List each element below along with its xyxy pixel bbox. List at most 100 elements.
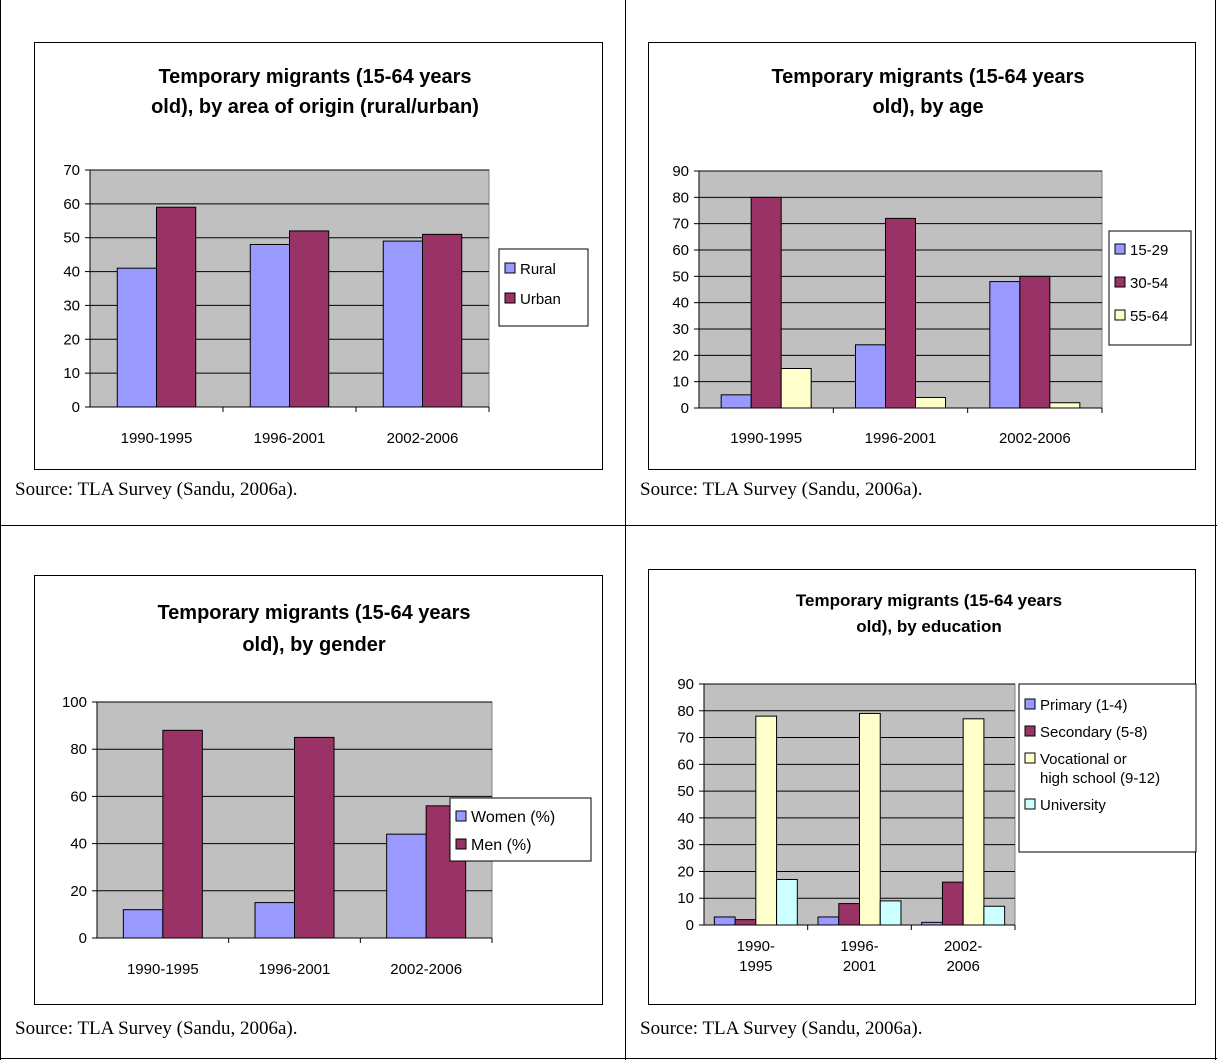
x-tick-label: 1990-1995 [127,961,199,978]
bar [859,712,881,926]
y-tick-label: 40 [63,264,80,281]
chart-frame-age: Temporary migrants (15-64 years old), by … [648,42,1196,470]
bar [776,878,798,926]
y-tick-label: 30 [63,297,80,314]
legend-label-line: Men (%) [471,837,531,854]
x-tick-label: 1990-1995 [737,938,775,975]
legend-label: Men (%) [471,837,531,854]
legend-label-line: Secondary (5-8) [1040,724,1148,741]
bar [162,729,203,939]
y-tick-label: 10 [63,365,80,382]
legend-label-line: high school (9-12) [1040,770,1160,787]
bar [854,344,886,409]
bar [962,718,985,926]
x-tick-label-line: 1996-2001 [254,430,326,447]
x-tick-label-line: 1990-1995 [121,430,193,447]
x-tick-label: 1996-2001 [865,430,937,447]
chart-title-line: old), by gender [242,634,386,656]
chart-svg: Temporary migrants (15-64 years old), by … [62,602,592,978]
legend-box [449,797,592,862]
y-tick-label: 40 [70,836,87,853]
table-border-left [0,0,1,1060]
legend-label-line: 30-54 [1130,275,1168,292]
legend-label: 15-29 [1130,242,1168,259]
x-tick-label: 2002-2006 [387,430,459,447]
bar [720,394,752,409]
chart-svg: Temporary migrants (15-64 years old), by … [677,591,1197,975]
x-tick-label: 1990-1995 [730,430,802,447]
chart-title-line: old), by education [856,617,1001,636]
y-tick-label: 70 [672,216,689,233]
legend-swatch [1114,309,1126,321]
bar [780,368,812,409]
legend-label: Primary (1-4) [1040,697,1128,714]
bar [750,196,782,409]
bar [386,833,427,939]
x-tick-label: 1990-1995 [121,430,193,447]
x-tick-label: 1996-2001 [254,430,326,447]
bar [915,396,947,409]
x-tick-label-line: 1996-2001 [865,430,937,447]
legend-swatch [455,838,467,850]
y-tick-label: 80 [677,703,694,720]
x-tick-label: 2002-2006 [944,938,982,975]
y-tick-label: 90 [677,676,694,693]
bar [713,916,736,926]
y-tick-label: 0 [79,930,87,947]
legend-swatch [504,292,516,304]
y-tick-label: 0 [686,917,694,934]
legend-label-line: Urban [520,291,561,308]
y-tick-label: 60 [63,196,80,213]
bar [122,909,164,939]
x-tick-label: 2002-2006 [390,961,462,978]
y-tick-label: 10 [672,374,689,391]
legend-box [1018,683,1197,853]
source-note: Source: TLA Survey (Sandu, 2006a). [640,479,923,500]
bar [382,240,424,408]
table-border-right [1215,0,1216,1060]
chart-title-line: old), by age [872,96,983,118]
source-note: Source: TLA Survey (Sandu, 2006a). [15,1018,298,1039]
y-tick-label: 0 [72,399,80,416]
legend-swatch [1024,698,1036,710]
legend-label: University [1040,797,1106,814]
y-tick-label: 60 [677,756,694,773]
x-tick-label-line: 2006 [946,958,979,975]
legend-swatch [1114,243,1126,255]
y-tick-label: 20 [70,883,87,900]
chart-title-line: Temporary migrants (15-64 years [158,66,471,88]
bar [838,903,860,926]
y-tick-label: 60 [672,242,689,259]
y-tick-label: 70 [63,162,80,179]
chart-title-line: Temporary migrants (15-64 years [771,66,1084,88]
x-tick-label-line: 1996-2001 [259,961,331,978]
chart-svg: Temporary migrants (15-64 years old), by … [672,66,1192,447]
y-tick-label: 50 [63,230,80,247]
x-tick-label: 2002-2006 [999,430,1071,447]
bar [422,233,463,408]
x-tick-label-line: 2002-2006 [390,961,462,978]
y-tick-label: 50 [672,268,689,285]
bar [989,281,1021,409]
bar [116,267,157,408]
bar [884,217,917,409]
x-tick-label-line: 2002-2006 [999,430,1071,447]
table-border-bottom [0,1058,1217,1059]
legend-label: Women (%) [471,809,555,826]
legend-swatch [1114,276,1126,288]
legend-swatch [504,262,516,274]
x-tick-label-line: 2001 [843,958,876,975]
x-tick-label-line: 1996- [840,938,878,955]
x-tick-label-line: 2002-2006 [387,430,459,447]
y-tick-label: 40 [672,295,689,312]
bar [879,900,902,926]
bar [249,243,290,408]
bar [254,902,295,939]
y-tick-label: 70 [677,730,694,747]
x-tick-label-line: 1990- [737,938,775,955]
legend-swatch [455,810,467,822]
table-divider-vertical [625,0,626,1060]
y-tick-label: 10 [677,890,694,907]
chart-svg: Temporary migrants (15-64 years old), by … [63,66,589,447]
